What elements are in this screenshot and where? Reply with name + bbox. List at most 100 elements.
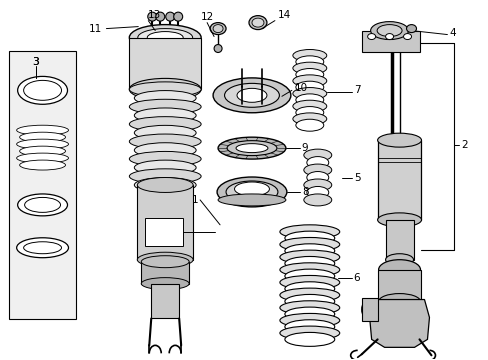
Text: 8: 8 (301, 187, 308, 197)
Ellipse shape (306, 186, 328, 198)
Ellipse shape (285, 332, 334, 346)
Ellipse shape (279, 288, 339, 302)
Text: 1: 1 (191, 195, 198, 205)
Ellipse shape (378, 260, 420, 280)
Ellipse shape (24, 197, 61, 212)
Ellipse shape (376, 24, 401, 37)
Ellipse shape (129, 82, 201, 97)
Ellipse shape (234, 182, 269, 196)
Ellipse shape (129, 117, 201, 132)
Bar (137, 185, 193, 260)
Ellipse shape (134, 108, 196, 123)
Ellipse shape (292, 87, 326, 99)
Ellipse shape (285, 294, 334, 309)
Ellipse shape (165, 12, 174, 21)
Ellipse shape (279, 314, 339, 327)
Ellipse shape (378, 293, 420, 310)
Ellipse shape (292, 75, 326, 87)
Ellipse shape (213, 78, 290, 113)
Text: 5: 5 (353, 173, 360, 183)
Ellipse shape (377, 213, 421, 227)
Ellipse shape (295, 107, 323, 118)
Ellipse shape (17, 139, 68, 149)
Bar (9, 50, 76, 319)
Ellipse shape (137, 177, 193, 193)
Ellipse shape (279, 301, 339, 315)
Ellipse shape (370, 22, 407, 40)
Bar (141, 262, 189, 284)
Ellipse shape (156, 12, 164, 21)
Ellipse shape (295, 119, 323, 131)
Ellipse shape (292, 100, 326, 112)
Ellipse shape (218, 194, 285, 206)
Bar (145, 218, 183, 246)
Text: 3: 3 (32, 58, 39, 67)
Ellipse shape (17, 153, 68, 163)
Ellipse shape (279, 326, 339, 340)
Ellipse shape (251, 18, 264, 27)
Text: 9: 9 (301, 143, 308, 153)
Ellipse shape (292, 62, 326, 74)
Ellipse shape (129, 134, 201, 149)
Ellipse shape (385, 33, 393, 40)
Ellipse shape (306, 157, 328, 168)
Ellipse shape (385, 254, 413, 266)
Ellipse shape (303, 164, 331, 176)
Ellipse shape (134, 91, 196, 105)
Text: 13: 13 (148, 10, 161, 20)
Ellipse shape (292, 113, 326, 125)
Text: 11: 11 (89, 24, 102, 33)
Text: 6: 6 (353, 273, 360, 283)
Ellipse shape (213, 24, 223, 32)
Ellipse shape (18, 194, 67, 216)
Text: 2: 2 (461, 140, 467, 150)
Ellipse shape (141, 256, 189, 268)
Ellipse shape (237, 88, 266, 102)
Ellipse shape (137, 252, 193, 267)
Ellipse shape (285, 282, 334, 296)
Ellipse shape (20, 132, 65, 142)
Ellipse shape (285, 269, 334, 283)
Ellipse shape (134, 177, 196, 193)
Ellipse shape (224, 84, 279, 107)
Ellipse shape (210, 23, 225, 35)
Ellipse shape (173, 12, 183, 21)
Ellipse shape (279, 275, 339, 289)
Ellipse shape (377, 133, 421, 147)
Ellipse shape (23, 242, 61, 254)
Bar (377, 270, 421, 302)
Polygon shape (369, 300, 428, 347)
Ellipse shape (225, 181, 277, 203)
Ellipse shape (20, 160, 65, 170)
Ellipse shape (20, 146, 65, 156)
Ellipse shape (303, 194, 331, 206)
Ellipse shape (236, 144, 267, 153)
Bar (377, 140, 421, 220)
Ellipse shape (279, 250, 339, 264)
Ellipse shape (367, 33, 375, 40)
Ellipse shape (285, 256, 334, 270)
Bar (385, 220, 413, 260)
Ellipse shape (134, 143, 196, 158)
Ellipse shape (129, 78, 201, 100)
Ellipse shape (217, 177, 286, 207)
Ellipse shape (285, 231, 334, 245)
Ellipse shape (295, 68, 323, 81)
Ellipse shape (292, 50, 326, 62)
Ellipse shape (285, 244, 334, 258)
Ellipse shape (134, 125, 196, 140)
Ellipse shape (406, 24, 416, 32)
Ellipse shape (279, 263, 339, 277)
Text: 14: 14 (277, 10, 290, 20)
Text: 12: 12 (200, 12, 213, 22)
Ellipse shape (129, 152, 201, 166)
Ellipse shape (279, 238, 339, 251)
Ellipse shape (129, 169, 201, 184)
Ellipse shape (306, 171, 328, 184)
Text: 7: 7 (353, 85, 360, 95)
Text: 10: 10 (294, 84, 307, 93)
Ellipse shape (218, 137, 285, 159)
Ellipse shape (403, 33, 411, 40)
Bar (361, 298, 377, 321)
Ellipse shape (129, 99, 201, 114)
